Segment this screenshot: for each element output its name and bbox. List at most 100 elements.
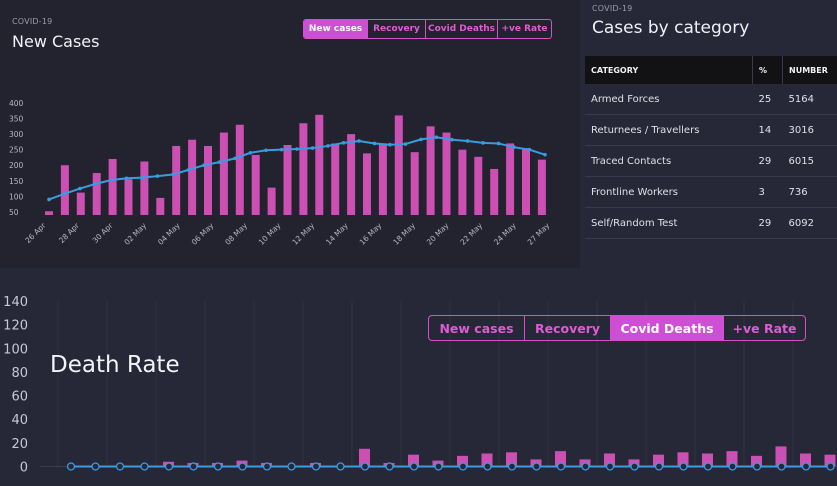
new-cases-x-tick: 06 May bbox=[190, 221, 216, 247]
new-cases-trend-point bbox=[419, 137, 423, 142]
new-cases-bar bbox=[490, 168, 499, 215]
tab-new-cases[interactable]: New cases bbox=[439, 320, 514, 336]
new-cases-trend-point bbox=[202, 163, 206, 168]
new-cases-x-tick: 20 May bbox=[425, 221, 451, 247]
new-cases-x-tick: 28 Apr bbox=[57, 220, 82, 245]
death-rate-point bbox=[581, 462, 590, 471]
row-category: Returnees / Travellers bbox=[585, 114, 753, 146]
new-cases-x-tick: 10 May bbox=[257, 221, 283, 247]
new-cases-bar bbox=[251, 154, 260, 215]
new-cases-trend-point bbox=[450, 137, 454, 142]
new-cases-bar bbox=[474, 156, 483, 215]
death-rate-point bbox=[311, 462, 321, 471]
new-cases-trend-point bbox=[155, 174, 160, 178]
new-cases-panel bbox=[0, 0, 580, 268]
new-cases-bar bbox=[188, 139, 197, 215]
row-percent: 29 bbox=[752, 145, 783, 177]
death-rate-point bbox=[409, 462, 419, 471]
death-rate-bar bbox=[677, 452, 689, 467]
death-rate-point bbox=[483, 462, 492, 471]
new-cases-x-tick: 16 May bbox=[358, 221, 384, 247]
row-category: Self/Random Test bbox=[585, 207, 753, 239]
new-cases-trend-point bbox=[512, 145, 516, 149]
new-cases-trend-point bbox=[171, 172, 175, 177]
new-cases-trend-point bbox=[465, 139, 470, 143]
death-rate-point bbox=[262, 462, 272, 471]
row-category: Armed Forces bbox=[585, 84, 753, 115]
table-row: Self/Random Test 29 6092 bbox=[585, 207, 837, 239]
new-cases-trend-point bbox=[47, 197, 51, 202]
new-cases-bar bbox=[347, 134, 356, 215]
death-rate-panel bbox=[0, 270, 837, 486]
death-rate-bar bbox=[408, 454, 419, 467]
new-cases-bar bbox=[363, 153, 371, 215]
new-cases-bar bbox=[124, 179, 133, 215]
new-cases-bar bbox=[506, 143, 515, 215]
tab-recovery[interactable]: Recovery bbox=[524, 316, 610, 340]
new-cases-bar bbox=[458, 149, 467, 215]
new-cases-bar bbox=[522, 148, 530, 215]
death-rate-bar bbox=[702, 453, 713, 467]
death-rate-point bbox=[605, 462, 615, 471]
death-rate-point bbox=[164, 462, 174, 471]
death-rate-point bbox=[189, 462, 198, 471]
death-rate-point bbox=[91, 462, 100, 471]
new-cases-trend-point bbox=[481, 141, 485, 145]
new-cases-x-tick: 08 May bbox=[223, 221, 249, 247]
new-cases-bar bbox=[235, 124, 244, 215]
tab-covid-deaths[interactable]: Covid Deaths bbox=[425, 20, 497, 38]
death-rate-point bbox=[532, 462, 541, 471]
death-rate-point bbox=[115, 462, 125, 471]
tab-positive-rate[interactable]: +ve Rate bbox=[497, 20, 551, 38]
death-rate-point bbox=[336, 462, 345, 471]
new-cases-trend-point bbox=[403, 142, 408, 146]
new-cases-trend-point bbox=[496, 141, 501, 146]
new-cases-trend-point bbox=[527, 147, 532, 152]
death-rate-bar bbox=[800, 453, 811, 467]
new-cases-trend-point bbox=[140, 175, 144, 180]
new-cases-x-tick: 26 Apr bbox=[23, 220, 48, 245]
death-rate-point bbox=[556, 462, 566, 471]
death-rate-point bbox=[458, 462, 468, 471]
row-number: 5164 bbox=[782, 84, 837, 115]
death-rate-point bbox=[826, 462, 835, 471]
new-cases-x-tick: 14 May bbox=[324, 221, 350, 247]
new-cases-trend-line bbox=[48, 136, 546, 201]
table-row: Armed Forces 25 5164 bbox=[585, 84, 837, 115]
header-percent: % bbox=[752, 56, 783, 84]
death-rate-point bbox=[287, 462, 296, 471]
death-rate-point bbox=[360, 462, 370, 471]
row-percent: 29 bbox=[752, 207, 783, 239]
death-rate-bar bbox=[555, 451, 566, 467]
new-cases-y-tick: 150 bbox=[9, 177, 24, 186]
new-cases-bar bbox=[204, 145, 212, 215]
table-row: Returnees / Travellers 14 3016 bbox=[585, 114, 837, 146]
new-cases-bar bbox=[140, 161, 149, 215]
death-rate-bar bbox=[775, 446, 787, 467]
new-cases-trend-point bbox=[233, 156, 237, 161]
row-category: Frontline Workers bbox=[585, 176, 753, 208]
death-rate-y-tick: 120 bbox=[3, 319, 28, 334]
new-cases-y-tick: 50 bbox=[9, 208, 19, 217]
new-cases-trend-point bbox=[109, 178, 113, 182]
death-rate-y-tick: 140 bbox=[3, 295, 28, 310]
death-rate-point bbox=[385, 462, 394, 471]
death-rate-bar bbox=[481, 453, 493, 467]
death-rate-bar bbox=[751, 455, 762, 467]
new-cases-trend-point bbox=[93, 182, 98, 186]
new-cases-bar bbox=[315, 114, 324, 215]
tab-positive-rate[interactable]: +ve Rate bbox=[723, 316, 805, 340]
death-rate-bar bbox=[653, 454, 664, 467]
tab-recovery[interactable]: Recovery bbox=[367, 20, 425, 38]
tab-covid-deaths[interactable]: Covid Deaths bbox=[610, 316, 723, 340]
new-cases-trend-point bbox=[279, 147, 284, 152]
death-rate-title: Death Rate bbox=[50, 352, 180, 378]
death-rate-point bbox=[801, 462, 811, 471]
death-rate-bar bbox=[604, 453, 615, 467]
new-cases-eyebrow: COVID-19 bbox=[12, 17, 53, 26]
tab-new-cases[interactable]: New cases bbox=[304, 20, 367, 38]
new-cases-y-tick: 350 bbox=[9, 115, 24, 124]
death-rate-point bbox=[728, 462, 737, 471]
new-cases-bar bbox=[219, 132, 228, 215]
